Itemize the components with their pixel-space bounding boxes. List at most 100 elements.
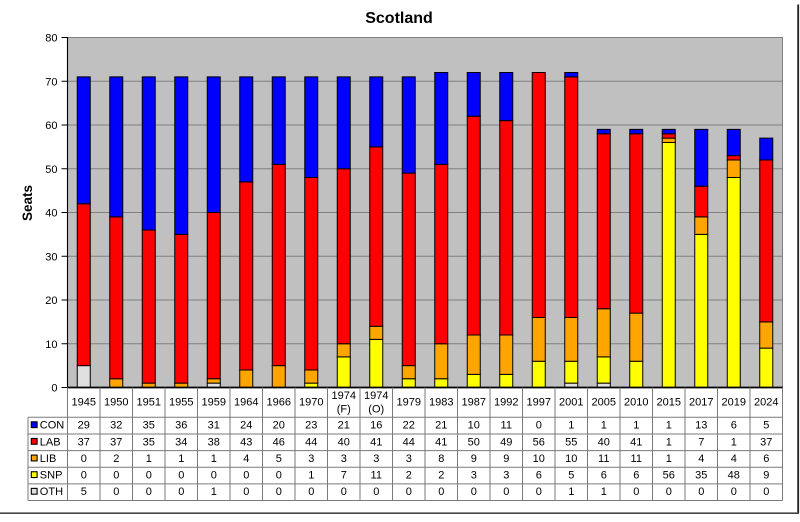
svg-text:0: 0 [146, 470, 152, 482]
svg-text:44: 44 [305, 436, 317, 448]
svg-text:11: 11 [598, 453, 609, 465]
svg-text:37: 37 [78, 436, 90, 448]
svg-text:0: 0 [81, 470, 87, 482]
svg-text:LIB: LIB [40, 453, 57, 465]
svg-text:0: 0 [731, 486, 737, 498]
svg-text:(O): (O) [368, 404, 384, 416]
svg-text:1: 1 [308, 470, 314, 482]
svg-text:Seats: Seats [20, 185, 35, 221]
svg-text:37: 37 [760, 436, 772, 448]
svg-text:49: 49 [500, 436, 512, 448]
svg-text:5: 5 [276, 453, 282, 465]
svg-text:41: 41 [630, 436, 642, 448]
svg-text:4: 4 [698, 453, 704, 465]
svg-text:0: 0 [146, 486, 152, 498]
svg-text:1987: 1987 [462, 397, 486, 409]
svg-text:0: 0 [211, 470, 217, 482]
svg-text:6: 6 [601, 470, 607, 482]
svg-text:1: 1 [666, 436, 672, 448]
svg-text:0: 0 [81, 453, 87, 465]
svg-text:10: 10 [565, 453, 577, 465]
svg-text:3: 3 [373, 453, 379, 465]
svg-text:23: 23 [305, 420, 317, 432]
svg-text:1: 1 [633, 420, 639, 432]
svg-text:2: 2 [406, 470, 412, 482]
svg-text:2017: 2017 [689, 397, 713, 409]
svg-text:41: 41 [370, 436, 382, 448]
svg-text:44: 44 [403, 436, 415, 448]
svg-text:1974: 1974 [364, 390, 388, 402]
svg-text:6: 6 [536, 470, 542, 482]
svg-text:(F): (F) [337, 404, 351, 416]
svg-text:5: 5 [763, 420, 769, 432]
svg-text:2: 2 [438, 470, 444, 482]
svg-text:35: 35 [695, 470, 707, 482]
svg-text:34: 34 [175, 436, 187, 448]
svg-text:4: 4 [731, 453, 737, 465]
svg-text:60: 60 [45, 120, 57, 132]
svg-text:2005: 2005 [592, 397, 616, 409]
svg-text:6: 6 [763, 453, 769, 465]
svg-text:20: 20 [45, 295, 57, 307]
svg-text:7: 7 [698, 436, 704, 448]
svg-text:1951: 1951 [137, 397, 161, 409]
svg-text:2019: 2019 [722, 397, 746, 409]
svg-text:1: 1 [211, 453, 217, 465]
svg-text:1974: 1974 [332, 390, 356, 402]
svg-text:16: 16 [370, 420, 382, 432]
svg-text:11: 11 [631, 453, 642, 465]
svg-text:0: 0 [276, 470, 282, 482]
svg-text:0: 0 [503, 486, 509, 498]
svg-text:0: 0 [763, 486, 769, 498]
svg-text:1: 1 [731, 436, 737, 448]
svg-text:1964: 1964 [234, 397, 258, 409]
svg-text:3: 3 [471, 470, 477, 482]
svg-text:29: 29 [78, 420, 90, 432]
svg-text:3: 3 [308, 453, 314, 465]
svg-text:1: 1 [666, 453, 672, 465]
svg-text:LAB: LAB [40, 436, 61, 448]
svg-text:2015: 2015 [657, 397, 681, 409]
svg-text:24: 24 [240, 420, 252, 432]
svg-text:OTH: OTH [40, 486, 63, 498]
svg-text:0: 0 [113, 470, 119, 482]
svg-text:13: 13 [695, 420, 707, 432]
svg-text:21: 21 [435, 420, 447, 432]
svg-text:1: 1 [666, 420, 672, 432]
svg-text:50: 50 [468, 436, 480, 448]
svg-text:9: 9 [471, 453, 477, 465]
svg-text:7: 7 [341, 470, 347, 482]
svg-text:50: 50 [45, 164, 57, 176]
svg-text:1983: 1983 [429, 397, 453, 409]
svg-text:3: 3 [341, 453, 347, 465]
svg-text:1945: 1945 [72, 397, 96, 409]
svg-text:35: 35 [143, 420, 155, 432]
svg-text:1997: 1997 [527, 397, 551, 409]
svg-text:0: 0 [536, 486, 542, 498]
svg-text:0: 0 [113, 486, 119, 498]
svg-text:0: 0 [666, 486, 672, 498]
svg-text:37: 37 [110, 436, 122, 448]
svg-text:48: 48 [728, 470, 740, 482]
svg-text:11: 11 [371, 470, 382, 482]
svg-text:20: 20 [273, 420, 285, 432]
svg-text:1966: 1966 [267, 397, 291, 409]
svg-text:30: 30 [45, 251, 57, 263]
svg-text:22: 22 [403, 420, 415, 432]
svg-text:1: 1 [211, 486, 217, 498]
svg-text:2024: 2024 [754, 397, 778, 409]
svg-text:11: 11 [501, 420, 512, 432]
svg-text:8: 8 [438, 453, 444, 465]
svg-text:70: 70 [45, 76, 57, 88]
svg-text:0: 0 [698, 486, 704, 498]
svg-text:35: 35 [143, 436, 155, 448]
svg-text:2: 2 [113, 453, 119, 465]
svg-text:1992: 1992 [494, 397, 518, 409]
svg-text:0: 0 [308, 486, 314, 498]
svg-text:10: 10 [533, 453, 545, 465]
svg-text:10: 10 [45, 339, 57, 351]
svg-text:SNP: SNP [40, 470, 63, 482]
svg-text:1979: 1979 [397, 397, 421, 409]
svg-text:1: 1 [601, 486, 607, 498]
svg-text:0: 0 [471, 486, 477, 498]
